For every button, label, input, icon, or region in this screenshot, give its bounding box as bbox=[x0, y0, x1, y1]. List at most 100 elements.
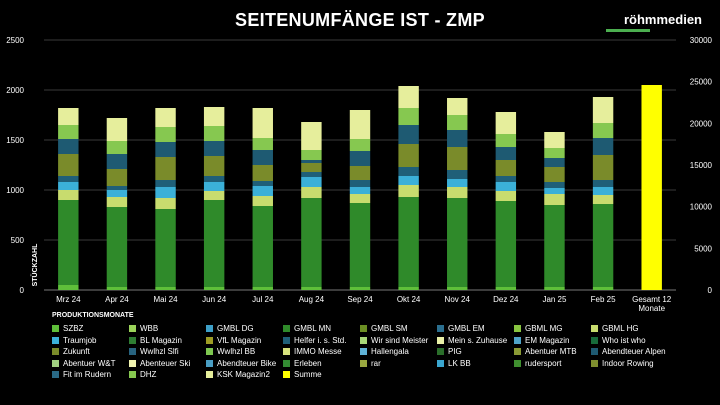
bar-segment bbox=[58, 182, 79, 190]
bar-segment bbox=[398, 185, 419, 197]
bar-segment bbox=[349, 187, 371, 194]
legend-swatch bbox=[437, 359, 444, 367]
bar-segment bbox=[349, 287, 371, 290]
x-tick-label: Jan 25 bbox=[542, 295, 567, 304]
legend-swatch bbox=[514, 336, 521, 344]
bar-segment bbox=[447, 115, 468, 130]
legend-entry: Wwlhzl Slfi bbox=[129, 347, 179, 356]
bar-segment bbox=[544, 188, 565, 194]
y-tick-label: 0 bbox=[20, 286, 25, 295]
bar-segment bbox=[58, 285, 79, 290]
bar-segment bbox=[495, 191, 517, 201]
x-tick-label: Aug 24 bbox=[299, 295, 325, 304]
bar-segment bbox=[301, 198, 322, 287]
x-tick-label: Jul 24 bbox=[252, 295, 274, 304]
bar-segment bbox=[106, 190, 128, 197]
bar-segment bbox=[301, 122, 322, 150]
bar-segment bbox=[447, 170, 468, 179]
bar-segment bbox=[155, 287, 176, 290]
legend-swatch bbox=[514, 325, 521, 332]
legend-entry: Zukunft bbox=[52, 347, 90, 356]
bar-segment bbox=[203, 126, 225, 141]
legend-swatch bbox=[514, 359, 521, 367]
legend-label: Mein s. Zuhause bbox=[448, 335, 508, 345]
bar-segment bbox=[398, 167, 419, 176]
bar-segment bbox=[252, 196, 273, 206]
legend-entry: Summe bbox=[283, 370, 322, 379]
legend-label: Summe bbox=[294, 370, 322, 379]
legend-swatch bbox=[437, 325, 444, 332]
x-tick-label: Jun 24 bbox=[202, 295, 227, 304]
chart-title: SEITENUMFÄNGE IST - ZMP bbox=[235, 10, 485, 30]
x-tick-label: Apr 24 bbox=[105, 295, 129, 304]
legend-entry: BL Magazin bbox=[129, 336, 182, 345]
y-tick-label: 2000 bbox=[6, 86, 24, 95]
legend-swatch bbox=[591, 348, 598, 355]
bar-segment bbox=[447, 187, 468, 198]
bar-segment bbox=[203, 200, 225, 287]
legend-label: Abentuer W&T bbox=[63, 358, 116, 368]
legend-swatch bbox=[360, 325, 367, 332]
legend-swatch bbox=[591, 325, 598, 332]
bar-segment bbox=[58, 190, 79, 200]
legend-entry: GBML HG bbox=[591, 324, 639, 333]
bar-segment bbox=[301, 150, 322, 160]
y2-tick-label: 20000 bbox=[690, 119, 713, 128]
bar-segment bbox=[155, 157, 176, 180]
legend-label: Zukunft bbox=[63, 347, 90, 356]
brand-logo: röhmmedien bbox=[623, 12, 702, 27]
legend-label: Traumjob bbox=[63, 335, 97, 345]
x-tick-label: Gesamt 12 bbox=[632, 295, 672, 304]
bar-segment bbox=[106, 287, 128, 290]
legend-swatch bbox=[360, 348, 367, 355]
y2-tick-label: 30000 bbox=[690, 36, 713, 45]
y-tick-label: 2500 bbox=[6, 36, 24, 45]
bar-segment bbox=[495, 112, 517, 134]
y2-tick-label: 10000 bbox=[690, 203, 713, 212]
bar-segment bbox=[641, 85, 662, 290]
legend-swatch bbox=[206, 359, 213, 367]
legend-label: BL Magazin bbox=[140, 335, 182, 345]
bar-segment bbox=[58, 125, 79, 139]
x-tick-label: Monate bbox=[638, 304, 665, 313]
legend-label: GMBL DG bbox=[217, 324, 254, 333]
legend-swatch bbox=[283, 325, 290, 332]
bar-segment bbox=[155, 142, 176, 157]
legend-entry: GMBL MN bbox=[283, 324, 331, 333]
legend-entry: Abentuer MTB bbox=[514, 347, 577, 356]
bar-segment bbox=[447, 98, 468, 115]
bar-segment bbox=[544, 182, 565, 188]
legend-label: Erleben bbox=[294, 358, 322, 368]
bar-segment bbox=[349, 180, 371, 187]
legend-entry: PIG bbox=[437, 347, 462, 356]
bar-segment bbox=[203, 182, 225, 191]
bar-segment bbox=[203, 191, 225, 200]
bar-segment bbox=[106, 186, 128, 190]
bar-segment bbox=[155, 187, 176, 198]
y2-tick-label: 5000 bbox=[694, 244, 712, 253]
legend-label: Helfer i. s. Std. bbox=[294, 335, 347, 345]
legend-label: DHZ bbox=[140, 370, 157, 379]
bar-segment bbox=[106, 118, 128, 141]
legend-label: GMBL SM bbox=[371, 324, 408, 333]
legend-swatch bbox=[591, 359, 598, 367]
bar-segment bbox=[252, 165, 273, 181]
bar-segment bbox=[252, 181, 273, 186]
bar-segment bbox=[398, 108, 419, 125]
x-tick-label: Mai 24 bbox=[154, 295, 179, 304]
bar-segment bbox=[106, 197, 128, 207]
legend-label: KSK Magazin2 bbox=[217, 370, 270, 379]
bar-segment bbox=[58, 200, 79, 285]
legend-swatch bbox=[591, 336, 598, 344]
bar-segment bbox=[155, 209, 176, 287]
bar-segment bbox=[592, 155, 614, 180]
legend-swatch bbox=[129, 348, 136, 355]
legend-label: Wwlhzl BB bbox=[217, 347, 256, 356]
legend-entry: Abendteuer Alpen bbox=[591, 347, 666, 356]
bar-segment bbox=[301, 187, 322, 198]
bar-segment bbox=[544, 148, 565, 158]
x-tick-label: Dez 24 bbox=[493, 295, 519, 304]
legend-entry: Abenteuer Ski bbox=[129, 359, 190, 368]
bar-segment bbox=[106, 141, 128, 154]
legend-swatch bbox=[360, 359, 367, 367]
